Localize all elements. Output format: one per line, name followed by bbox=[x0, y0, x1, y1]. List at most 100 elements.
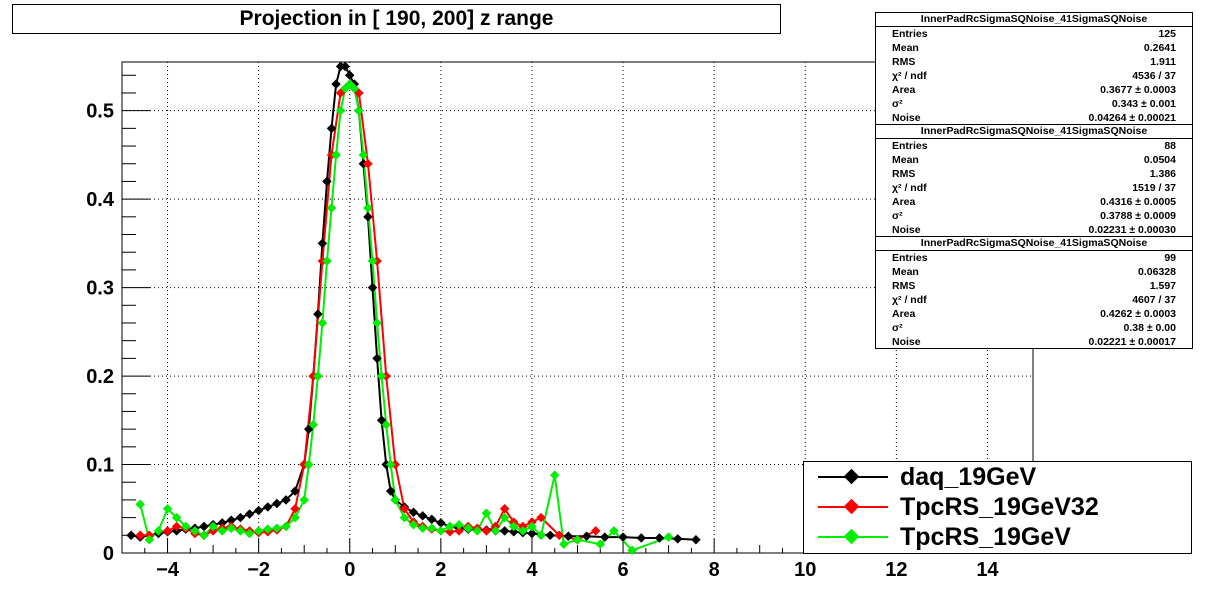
x-tick-label: −4 bbox=[156, 559, 180, 581]
data-point bbox=[335, 105, 346, 116]
data-point bbox=[499, 526, 510, 536]
data-point bbox=[454, 526, 464, 536]
data-point bbox=[262, 502, 273, 512]
x-tick-label: 14 bbox=[976, 559, 999, 581]
data-point bbox=[340, 61, 351, 72]
data-point bbox=[390, 495, 401, 505]
data-point bbox=[144, 534, 155, 545]
stats-label: Mean bbox=[892, 154, 919, 166]
x-tick-label: 6 bbox=[617, 559, 628, 581]
data-point bbox=[331, 150, 341, 160]
x-tick-label: 12 bbox=[885, 559, 907, 581]
stats-value: 1.386 bbox=[1149, 168, 1176, 180]
data-point bbox=[472, 526, 483, 536]
stats-value: 0.38 ± 0.00 bbox=[1123, 322, 1176, 334]
data-point bbox=[435, 526, 446, 536]
y-tick-label: 0.5 bbox=[86, 101, 114, 123]
stats-row: Area 0.4262 ± 0.0003 bbox=[876, 307, 1192, 321]
x-tick-label: 8 bbox=[709, 559, 720, 581]
stats-row: RMS 1.597 bbox=[876, 279, 1192, 293]
data-point bbox=[426, 523, 437, 534]
data-point bbox=[554, 530, 565, 541]
data-point bbox=[385, 486, 396, 496]
stats-box-title: InnerPadRcSigmaSQNoise_41SigmaSQNoise bbox=[876, 125, 1192, 139]
data-point bbox=[199, 530, 209, 541]
legend-marker bbox=[843, 498, 860, 515]
legend: daq_19GeV TpcRS_19GeV32 TpcRS_19GeV bbox=[803, 461, 1192, 554]
stats-value: 0.02221 ± 0.00017 bbox=[1088, 336, 1176, 348]
data-point bbox=[162, 503, 173, 514]
stats-label: σ² bbox=[892, 98, 903, 110]
data-point bbox=[399, 512, 410, 523]
chart-title: Projection in [ 190, 200] z range bbox=[12, 4, 781, 34]
stats-label: Noise bbox=[892, 336, 921, 348]
data-point bbox=[235, 512, 246, 523]
x-tick-label: 10 bbox=[794, 559, 816, 581]
data-point bbox=[581, 531, 592, 542]
stats-value: 1.597 bbox=[1149, 280, 1176, 292]
data-point bbox=[627, 545, 638, 556]
stats-box: InnerPadRcSigmaSQNoise_41SigmaSQNoise Ent… bbox=[875, 124, 1193, 237]
data-point bbox=[691, 534, 701, 545]
data-point bbox=[253, 505, 264, 516]
stats-row: RMS 1.911 bbox=[876, 55, 1192, 69]
stats-row: σ² 0.38 ± 0.00 bbox=[876, 321, 1192, 335]
data-point bbox=[417, 510, 428, 521]
data-point bbox=[590, 526, 601, 536]
data-point bbox=[290, 512, 300, 523]
stats-value: 0.3677 ± 0.0003 bbox=[1100, 84, 1176, 96]
data-point bbox=[417, 523, 428, 534]
stats-label: Mean bbox=[892, 266, 919, 278]
data-point bbox=[636, 533, 647, 543]
data-point bbox=[536, 530, 546, 541]
data-point bbox=[171, 512, 182, 523]
series-line-1 bbox=[140, 82, 597, 541]
stats-label: RMS bbox=[892, 56, 916, 68]
stats-value: 88 bbox=[1164, 140, 1176, 152]
stats-row: Noise 0.02231 ± 0.00030 bbox=[876, 223, 1192, 237]
data-point bbox=[609, 526, 619, 536]
data-point bbox=[308, 419, 319, 430]
data-point bbox=[572, 534, 583, 545]
data-point bbox=[445, 526, 455, 537]
data-point bbox=[208, 521, 218, 532]
stats-value: 0.06328 bbox=[1138, 266, 1176, 278]
data-point bbox=[599, 532, 610, 542]
data-point bbox=[618, 532, 628, 542]
x-tick-label: 0 bbox=[344, 559, 355, 581]
data-point bbox=[426, 514, 437, 525]
data-point bbox=[363, 211, 373, 222]
data-point bbox=[381, 419, 392, 430]
data-point bbox=[326, 123, 337, 134]
stats-row: Mean 0.2641 bbox=[876, 41, 1192, 55]
data-point bbox=[303, 459, 314, 470]
stats-value: 0.343 ± 0.001 bbox=[1111, 98, 1176, 110]
data-point bbox=[313, 309, 323, 319]
stats-label: Area bbox=[892, 308, 916, 320]
data-point bbox=[499, 512, 510, 523]
data-point bbox=[595, 539, 606, 550]
stats-box: InnerPadRcSigmaSQNoise_41SigmaSQNoise Ent… bbox=[875, 236, 1193, 349]
stats-value: 0.02231 ± 0.00030 bbox=[1088, 224, 1176, 236]
stats-row: σ² 0.3788 ± 0.0009 bbox=[876, 209, 1192, 223]
data-point bbox=[317, 318, 328, 328]
data-point bbox=[272, 523, 282, 534]
x-tick-label: 2 bbox=[435, 559, 446, 581]
stats-row: Entries 99 bbox=[876, 251, 1192, 265]
data-point bbox=[481, 526, 492, 536]
data-point bbox=[358, 150, 369, 160]
data-point bbox=[527, 521, 537, 532]
stats-row: σ² 0.343 ± 0.001 bbox=[876, 97, 1192, 111]
data-point bbox=[180, 521, 191, 532]
stats-value: 4607 / 37 bbox=[1132, 294, 1176, 306]
data-point bbox=[281, 521, 291, 532]
stats-row: Area 0.3677 ± 0.0003 bbox=[876, 83, 1192, 97]
stats-value: 1.911 bbox=[1150, 56, 1176, 68]
stats-value: 125 bbox=[1158, 28, 1176, 40]
data-point bbox=[244, 528, 255, 539]
series-points bbox=[126, 61, 701, 556]
data-point bbox=[199, 521, 209, 532]
data-point bbox=[226, 523, 237, 534]
stats-value: 99 bbox=[1164, 252, 1176, 264]
